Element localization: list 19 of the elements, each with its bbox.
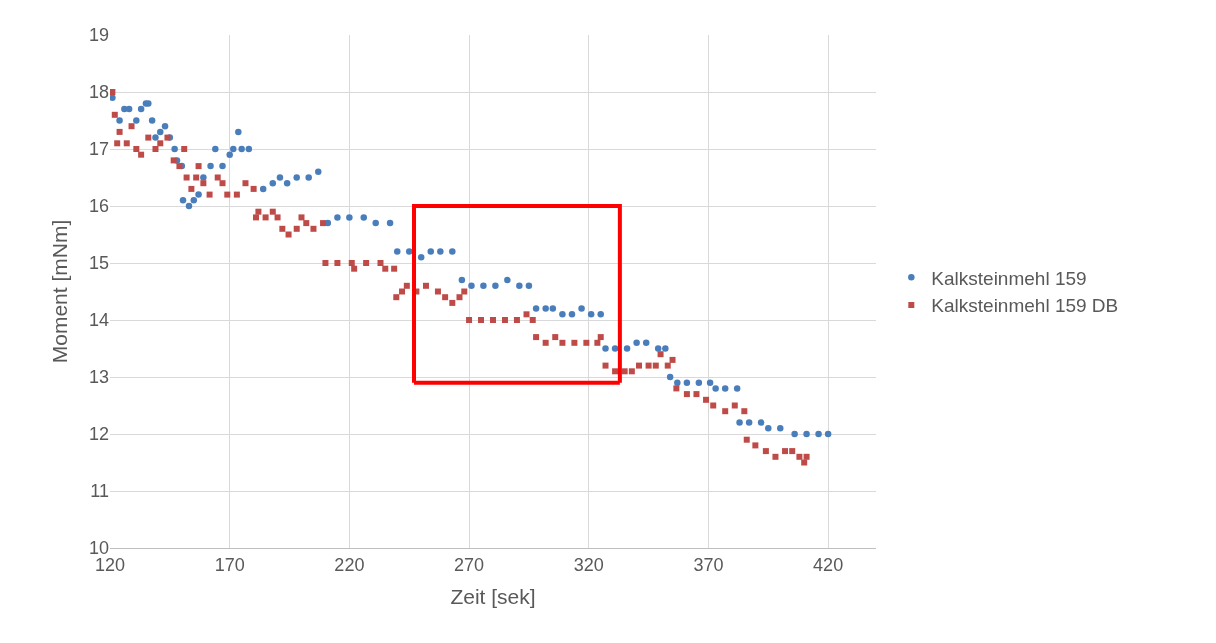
legend-label: Kalksteinmehl 159 DB	[931, 295, 1119, 317]
y-tick-label: 19	[88, 25, 109, 46]
x-tick-label: 270	[454, 554, 485, 575]
y-tick-label: 14	[88, 310, 109, 331]
legend-label: Kalksteinmehl 159	[931, 267, 1087, 289]
y-tick-label: 18	[88, 82, 109, 103]
y-tick-label: 11	[90, 481, 109, 502]
y-axis-title: Moment [mNm]	[48, 219, 72, 364]
x-axis-title: Zeit [sek]	[450, 584, 536, 608]
x-tick-label: 220	[334, 554, 365, 575]
y-tick-label: 17	[88, 139, 109, 160]
x-tick-label: 420	[813, 554, 844, 575]
x-tick-label: 170	[214, 554, 245, 575]
y-tick-label: 13	[88, 367, 109, 388]
y-tick-label: 15	[88, 253, 109, 274]
y-tick-label: 12	[88, 424, 109, 445]
x-tick-label: 370	[693, 554, 724, 575]
y-tick-label: 16	[88, 196, 109, 217]
x-tick-label: 320	[573, 554, 604, 575]
